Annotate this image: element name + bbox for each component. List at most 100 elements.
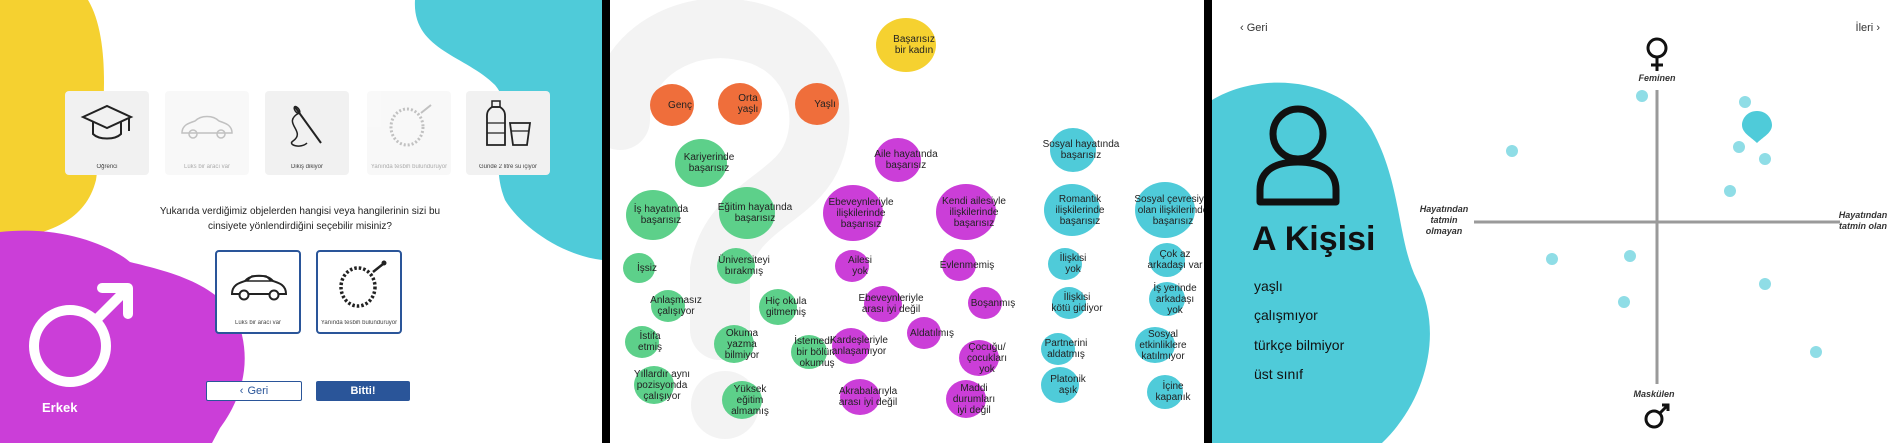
- bubble-cyan[interactable]: [1135, 327, 1175, 363]
- bubble-green[interactable]: [675, 139, 727, 187]
- axis-right-line: Hayatından: [1838, 210, 1888, 220]
- bubble-label: Partnerini aldatmış: [1045, 338, 1088, 360]
- bubble-green[interactable]: [722, 381, 762, 419]
- bubble-label-line: ilişkilerinde: [949, 206, 999, 218]
- object-card-student[interactable]: Öğrenci: [65, 91, 149, 175]
- bubble-label-line: arkadaşı: [1155, 293, 1195, 305]
- bubble-magenta[interactable]: [907, 317, 941, 349]
- bubble-orange[interactable]: [718, 83, 762, 125]
- bubble-magenta[interactable]: [875, 138, 921, 182]
- axis-left-line: tatmin: [1430, 215, 1458, 225]
- bubble-label: Romantik ilişkilerinde başarısız: [1056, 194, 1105, 227]
- bubble-label-line: başarısız: [1060, 150, 1102, 161]
- bubble-label-line: katılmıyor: [1141, 350, 1185, 362]
- bubble-green[interactable]: [623, 253, 655, 283]
- bubble-cyan[interactable]: [1044, 184, 1100, 236]
- done-button[interactable]: Bitti!: [316, 381, 410, 401]
- bubble-label: İş yerinde arkadaşı yok: [1153, 283, 1196, 316]
- bubble-cyan[interactable]: [1041, 333, 1075, 365]
- bubble-label-line: Akrabalarıyla: [838, 386, 898, 397]
- gender-label: Erkek: [42, 400, 78, 415]
- bubble-label: Platonik aşık: [1050, 374, 1086, 396]
- bubble-magenta[interactable]: [832, 328, 870, 364]
- object-card-sewing[interactable]: Dikiş dikiyor: [265, 91, 349, 175]
- bubble-magenta[interactable]: [959, 340, 999, 376]
- male-symbol-icon: [1644, 403, 1670, 429]
- persona-trait: yaşlı: [1254, 278, 1283, 294]
- selected-card-luxury-car[interactable]: Lüks bir aracı var: [215, 250, 301, 334]
- bubble-label-line: Ebeveynleriyle: [858, 293, 924, 304]
- bubble-label: İş hayatında başarısız: [634, 204, 688, 226]
- chart-point: [1759, 278, 1771, 290]
- bubble-green[interactable]: [791, 335, 827, 369]
- selected-card-rosary[interactable]: Yanında tesbih bulunduruyor: [316, 250, 402, 334]
- bubble-label-line: almamış: [731, 405, 769, 417]
- panel-divider: [1204, 0, 1212, 443]
- bubble-label-line: İstifa: [639, 331, 661, 342]
- bubble-label: Aldatılmış: [910, 328, 954, 339]
- bubble-magenta[interactable]: [835, 250, 869, 282]
- bubble-label-line: başarısız: [640, 215, 682, 226]
- back-button[interactable]: ‹ Geri: [206, 381, 302, 401]
- bubble-magenta[interactable]: [968, 287, 1002, 319]
- chart-point: [1636, 90, 1648, 102]
- chevron-right-icon: ›: [1876, 22, 1880, 34]
- panel-divider: [602, 0, 610, 443]
- bubble-magenta[interactable]: [946, 380, 986, 418]
- bubble-green[interactable]: [634, 366, 674, 404]
- bubble-label: Eğitim hayatında başarısız: [718, 202, 793, 224]
- bubble-label: Evlenmemiş: [940, 260, 994, 271]
- bubble-green[interactable]: [651, 290, 685, 322]
- bubble-cyan[interactable]: [1135, 182, 1195, 238]
- bubble-label: Çok az arkadaşı var: [1147, 249, 1202, 271]
- bubble-cyan[interactable]: [1147, 375, 1183, 409]
- back-link[interactable]: ‹ Geri: [1240, 22, 1268, 34]
- axis-left-line: Hayatından: [1419, 204, 1469, 214]
- bubble-label: Çocuğu/çocukları yok: [967, 342, 1007, 375]
- bubble-green[interactable]: [719, 187, 775, 239]
- object-card-water[interactable]: Günde 2 litre su içiyor: [466, 91, 550, 175]
- bubble-label-line: çalışıyor: [657, 306, 695, 317]
- bubble-label-line: Yıllardır aynı: [633, 368, 691, 380]
- bubble-label: Yıllardır aynı pozisyonda çalışıyor: [634, 369, 690, 402]
- bubble-label-line: Ebeveynleriyle: [828, 196, 894, 208]
- bubble-cyan[interactable]: [1149, 243, 1185, 277]
- bubble-green[interactable]: [714, 325, 754, 363]
- person-icon: [1256, 105, 1340, 206]
- bubble-label-line: Eğitim hayatında: [717, 202, 793, 213]
- bubble-magenta[interactable]: [823, 185, 883, 241]
- bubble-green[interactable]: [625, 326, 659, 358]
- next-link[interactable]: İleri ›: [1856, 22, 1880, 34]
- bubble-label-line: eğitim: [736, 394, 764, 406]
- bubble-label: İlişkisi yok: [1060, 253, 1087, 275]
- persona-trait: türkçe bilmiyor: [1254, 337, 1345, 353]
- bubble-magenta[interactable]: [864, 286, 902, 322]
- bubble-cyan[interactable]: [1149, 282, 1185, 316]
- bubble-cyan[interactable]: [1052, 287, 1086, 319]
- object-card-rosary[interactable]: Yanında tesbih bulunduruyor: [367, 91, 451, 175]
- bubble-green[interactable]: [626, 190, 680, 240]
- back-link-label: Geri: [1246, 22, 1268, 34]
- bubble-orange[interactable]: [795, 83, 839, 125]
- bubble-magenta[interactable]: [840, 379, 880, 415]
- bubble-yellow[interactable]: [876, 18, 936, 72]
- chevron-left-icon: ‹: [239, 385, 244, 397]
- bubble-magenta[interactable]: [936, 184, 996, 240]
- bubble-label-line: aldatmış: [1047, 349, 1085, 360]
- bubble-green[interactable]: [717, 248, 755, 284]
- bubble-cyan[interactable]: [1041, 367, 1079, 403]
- axis-left-line: olmayan: [1425, 226, 1463, 236]
- water-bottle-icon: [486, 100, 532, 146]
- bubble-orange[interactable]: [650, 84, 694, 126]
- bubble-cyan[interactable]: [1048, 248, 1082, 280]
- bubble-cyan[interactable]: [1050, 128, 1096, 172]
- axis-right-label: Hayatından tatmin olan: [1830, 210, 1896, 232]
- rosary-icon: [389, 104, 432, 147]
- object-card-luxury-car[interactable]: Lüks bir aracı var: [165, 91, 249, 175]
- bubble-label: Akrabalarıyla arası iyi değil: [839, 386, 897, 408]
- bubble-label-line: Aldatılmış: [910, 327, 954, 339]
- bubble-label-line: olan ilişkilerinde: [1137, 204, 1204, 216]
- next-link-label: İleri: [1855, 22, 1874, 34]
- bubble-magenta[interactable]: [942, 249, 976, 281]
- bubble-green[interactable]: [759, 289, 797, 325]
